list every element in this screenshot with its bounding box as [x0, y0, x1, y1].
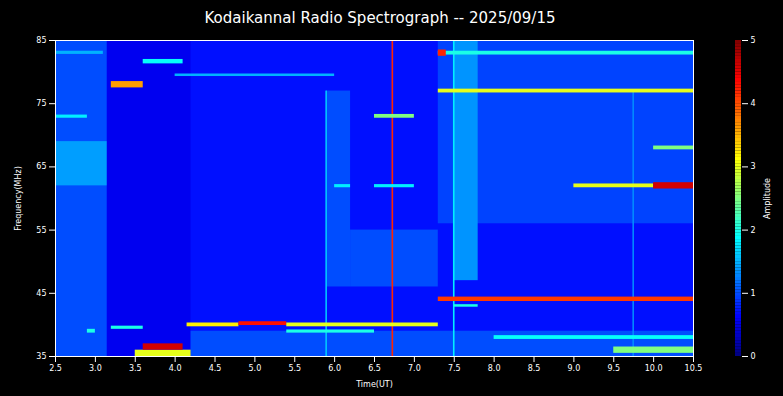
svg-text:45: 45 [36, 289, 46, 298]
svg-text:10.0: 10.0 [645, 364, 663, 373]
html-text:Kodaikannal Radio Spectrograph: Kodaikannal Radio Spectrograph -- 2025/0… [204, 9, 556, 27]
svg-text:4.0: 4.0 [169, 364, 182, 373]
svg-text:1: 1 [751, 289, 756, 298]
svg-text:5.0: 5.0 [249, 364, 262, 373]
svg-text:8.5: 8.5 [528, 364, 541, 373]
svg-text:Amplitude: Amplitude [763, 178, 772, 219]
svg-text:3: 3 [751, 162, 756, 171]
svg-text:0: 0 [751, 352, 756, 361]
svg-text:Frequency(MHz): Frequency(MHz) [14, 166, 23, 231]
svg-text:4: 4 [751, 99, 756, 108]
svg-text:6.0: 6.0 [328, 364, 341, 373]
svg-text:Time(UT): Time(UT) [355, 380, 393, 389]
svg-text:5: 5 [751, 36, 756, 45]
svg-text:85: 85 [36, 36, 46, 45]
svg-text:9.0: 9.0 [568, 364, 581, 373]
svg-text:65: 65 [36, 162, 46, 171]
svg-text:6.5: 6.5 [368, 364, 381, 373]
svg-text:55: 55 [36, 226, 46, 235]
svg-text:8.0: 8.0 [488, 364, 501, 373]
svg-text:5.5: 5.5 [288, 364, 301, 373]
svg-text:2.5: 2.5 [49, 364, 62, 373]
svg-text:9.5: 9.5 [607, 364, 620, 373]
svg-text:4.5: 4.5 [209, 364, 222, 373]
svg-text:3.0: 3.0 [89, 364, 102, 373]
svg-text:35: 35 [36, 352, 46, 361]
svg-text:75: 75 [36, 99, 46, 108]
svg-text:7.0: 7.0 [408, 364, 421, 373]
svg-text:7.5: 7.5 [448, 364, 461, 373]
svg-text:2: 2 [751, 226, 756, 235]
svg-text:10.5: 10.5 [685, 364, 703, 373]
svg-text:3.5: 3.5 [129, 364, 142, 373]
